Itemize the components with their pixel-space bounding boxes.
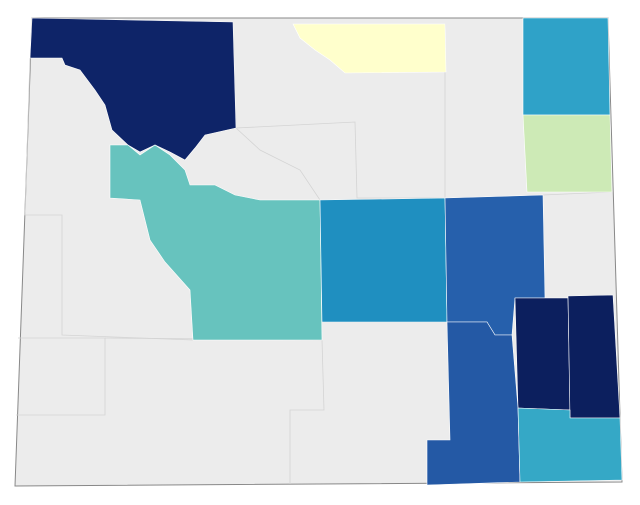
county: [292, 23, 447, 74]
county: [109, 144, 323, 341]
county: [522, 114, 613, 193]
county: [514, 297, 571, 411]
county: [319, 197, 448, 323]
county: [522, 17, 611, 116]
counties: [29, 17, 623, 486]
county: [517, 407, 623, 483]
county: [29, 17, 237, 161]
county: [567, 294, 621, 419]
